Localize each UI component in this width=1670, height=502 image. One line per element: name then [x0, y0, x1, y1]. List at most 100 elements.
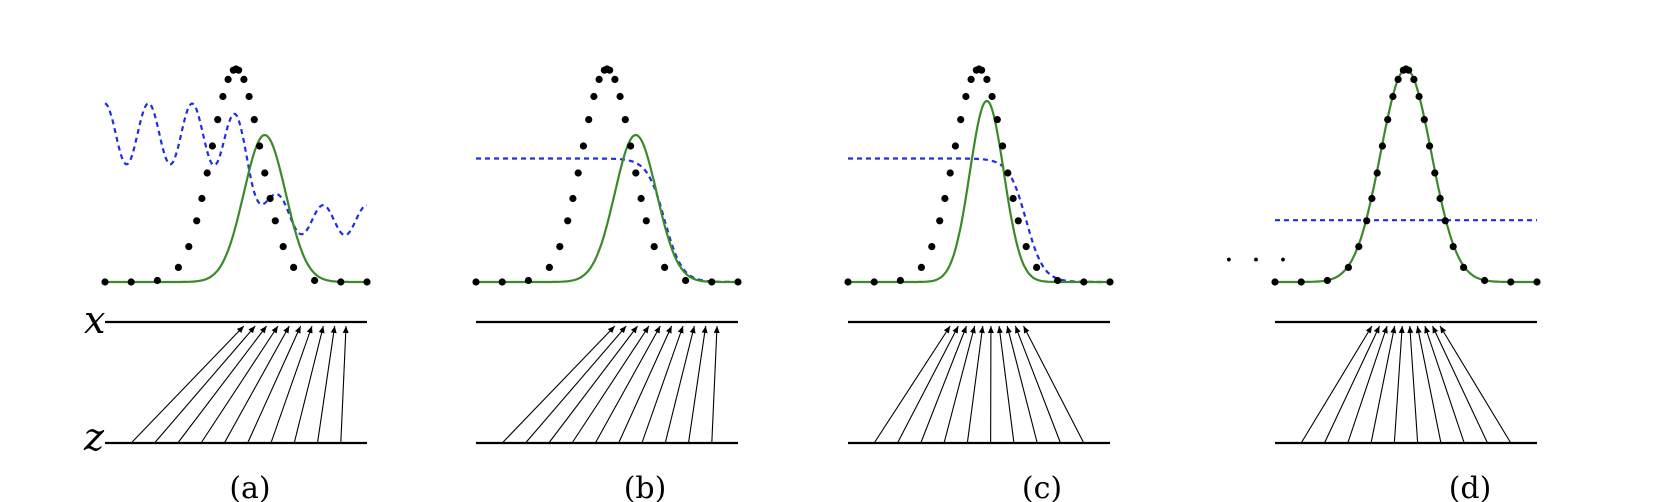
- mapping-arrow: [1407, 325, 1419, 444]
- data-point: [1405, 66, 1413, 74]
- mapping-arrow: [548, 325, 639, 444]
- mapping-arrow: [1323, 325, 1381, 444]
- discriminator-curve: [848, 157, 1110, 284]
- data-point: [708, 278, 716, 286]
- mapping-arrow: [711, 325, 720, 444]
- data-point: [917, 263, 926, 271]
- caption-a: (a): [229, 471, 270, 502]
- data-point: [1355, 243, 1363, 251]
- discriminator-curve: [476, 157, 738, 284]
- mapping-arrow: [293, 325, 325, 444]
- data-point: [1460, 263, 1468, 271]
- data-point: [250, 116, 258, 124]
- mapping-arrow: [525, 325, 627, 444]
- mapping-arrow: [154, 325, 256, 444]
- data-point: [1009, 194, 1017, 203]
- ellipsis: · · ·: [1224, 243, 1292, 278]
- data-point: [101, 278, 109, 286]
- data-point: [261, 169, 269, 177]
- data-point: [978, 66, 986, 74]
- data-point: [311, 276, 319, 285]
- mapping-arrow: [1006, 325, 1038, 444]
- data-point: [256, 142, 264, 150]
- data-point: [193, 217, 201, 225]
- mapping-arrow: [571, 325, 650, 444]
- data-point: [957, 116, 965, 124]
- data-point: [590, 92, 598, 101]
- panel-c: [844, 65, 1114, 445]
- caption-b: (b): [624, 471, 667, 502]
- data-point: [337, 278, 345, 286]
- data-point: [219, 92, 227, 101]
- data-point: [928, 243, 936, 251]
- data-point: [616, 92, 624, 101]
- data-point: [1297, 278, 1305, 286]
- data-point: [1481, 276, 1489, 285]
- data-point: [1373, 169, 1381, 177]
- data-point: [185, 243, 193, 251]
- data-point: [1368, 194, 1376, 203]
- data-point: [1271, 278, 1279, 286]
- mapping-arrow: [594, 325, 661, 444]
- mapping-arrow: [1370, 325, 1397, 444]
- mapping-arrow: [177, 325, 268, 444]
- data-point: [637, 194, 645, 203]
- data-point: [1363, 217, 1371, 225]
- data-point: [153, 276, 161, 285]
- data-point: [1106, 278, 1114, 286]
- data-point: [579, 142, 588, 150]
- data-point: [595, 75, 603, 83]
- mapping-arrow: [687, 325, 708, 444]
- mapping-arrow: [943, 325, 976, 444]
- z-axis-label: z: [83, 415, 105, 459]
- data-point: [1378, 142, 1386, 150]
- data-point: [266, 194, 274, 203]
- data-point: [224, 75, 232, 83]
- mapping-arrow: [223, 325, 290, 444]
- mapping-arrow: [316, 325, 337, 444]
- generator-curve: [848, 99, 1110, 284]
- data-point: [564, 217, 572, 225]
- panel-a: [101, 65, 371, 445]
- mapping-arrow: [1439, 325, 1512, 444]
- data-point: [627, 142, 635, 150]
- data-point: [967, 75, 975, 83]
- data-point: [208, 142, 216, 150]
- data-point: [214, 116, 222, 124]
- mapping-arrow: [247, 325, 302, 444]
- data-point: [1080, 278, 1088, 286]
- data-point: [621, 116, 629, 124]
- mapping-arrow: [641, 325, 684, 444]
- data-point: [1449, 243, 1457, 251]
- data-point: [632, 169, 640, 177]
- mapping-arrow: [1347, 325, 1388, 444]
- mapping-arrow: [200, 325, 279, 444]
- x-axis-label: x: [84, 298, 105, 342]
- data-point: [844, 278, 852, 286]
- generator-curve: [105, 134, 367, 284]
- data-point: [279, 243, 287, 251]
- data-point: [1420, 116, 1428, 124]
- data-point: [1004, 169, 1012, 177]
- caption-d: (d): [1449, 471, 1492, 502]
- mapping-arrow: [1023, 325, 1085, 444]
- data-point: [1436, 194, 1444, 203]
- data-point: [1014, 217, 1022, 225]
- mapping-arrow: [1415, 325, 1442, 444]
- data-point: [936, 217, 944, 225]
- data-point: [1441, 217, 1449, 225]
- data-point: [1507, 278, 1515, 286]
- data-point: [1533, 278, 1541, 286]
- mapping-arrow: [130, 325, 245, 444]
- data-point: [174, 263, 182, 271]
- data-point: [574, 169, 582, 177]
- mapping-arrow: [996, 325, 1015, 444]
- data-point: [1323, 276, 1331, 285]
- mapping-arrow: [340, 325, 349, 444]
- generator-curve: [1275, 67, 1537, 284]
- mapping-arrow: [270, 325, 313, 444]
- mapping-arrow: [501, 325, 616, 444]
- mapping-arrow: [920, 325, 967, 444]
- data-point: [946, 169, 954, 177]
